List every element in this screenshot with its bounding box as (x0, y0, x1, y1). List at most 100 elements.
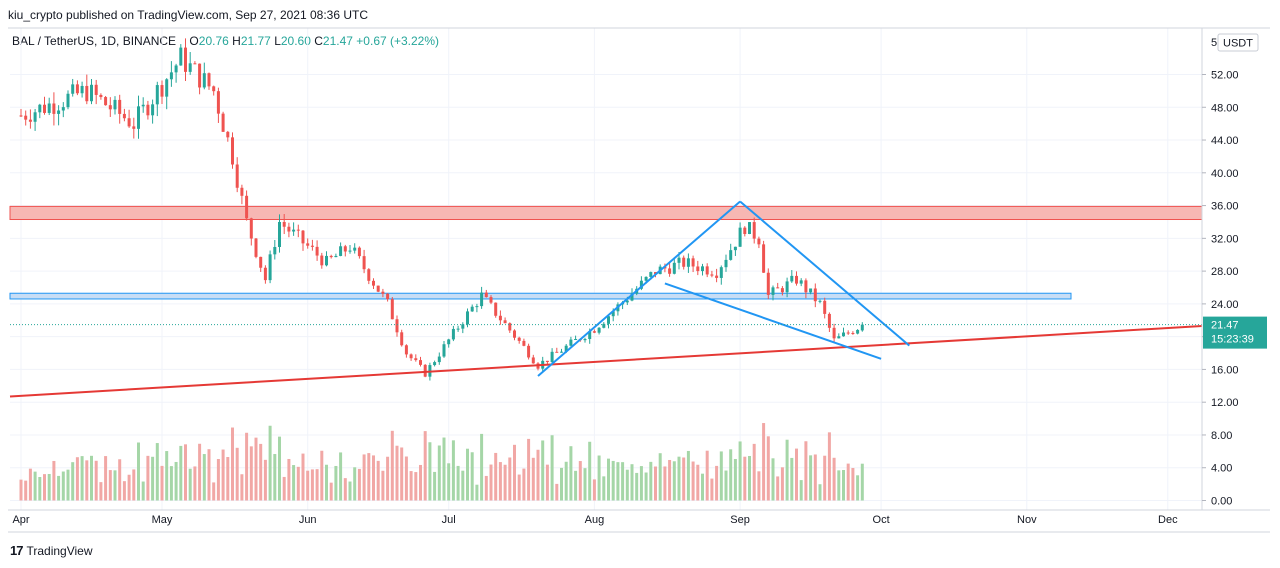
volume-bar (179, 445, 183, 501)
candle-body (719, 267, 723, 278)
candle-body (494, 302, 498, 316)
month-label: Nov (1017, 514, 1037, 526)
volume-bar (578, 461, 582, 501)
month-label: Oct (873, 514, 890, 526)
volume-bar (122, 481, 126, 501)
candle-body (179, 47, 183, 66)
blue-trendline (537, 200, 741, 377)
volume-bar (780, 467, 784, 501)
close-label: C (314, 34, 323, 48)
volume-bar (776, 476, 780, 501)
trend-lines (9, 200, 1203, 398)
candle-body (602, 323, 606, 328)
month-label: Sep (730, 514, 750, 526)
candle-body (263, 267, 267, 281)
volume-bar (395, 445, 399, 501)
candle-body (188, 63, 192, 72)
volume-bar (743, 456, 747, 501)
candle-body (705, 266, 709, 275)
candle-body (743, 227, 747, 234)
candle-body (522, 340, 526, 346)
volume-bar (404, 456, 408, 501)
candle-body (447, 339, 451, 345)
price-tick-label: 40.00 (1211, 168, 1239, 180)
candle-body (296, 229, 300, 231)
low-label: L (274, 34, 281, 48)
candle-body (254, 238, 258, 257)
candle-body (752, 222, 756, 239)
volume-bar (649, 461, 653, 501)
volume-bar (489, 464, 493, 501)
volume-bar (748, 455, 751, 501)
currency-badge[interactable]: USDT (1217, 33, 1259, 52)
symbol-legend: BAL / TetherUS, 1D, BINANCE O20.76 H21.7… (12, 34, 439, 48)
candle-body (259, 256, 263, 268)
volume-bar (470, 452, 474, 501)
volume-bar (466, 448, 469, 501)
candle-body (122, 113, 126, 119)
candle-body (348, 250, 352, 252)
volume-bar (212, 482, 216, 501)
candle-body (860, 324, 864, 331)
volume-bar (531, 457, 535, 501)
candle-body (799, 280, 803, 284)
volume-bar (207, 449, 211, 501)
volume-bar (325, 464, 328, 501)
candle-body (278, 221, 281, 247)
volume-bar (818, 484, 822, 501)
price-tick-label: 48.00 (1211, 102, 1239, 114)
volume-bar (607, 458, 610, 501)
chart-axes (8, 27, 1270, 533)
volume-bar (461, 470, 465, 501)
candle-body (184, 47, 187, 72)
candle-body (71, 84, 75, 94)
volume-bar (71, 462, 75, 501)
volume-bar (813, 454, 817, 501)
volume-bar (762, 423, 766, 501)
candle-body (809, 288, 813, 293)
candle-body (386, 293, 390, 300)
blue-trendline (664, 282, 882, 360)
volume-bar (400, 447, 404, 501)
volume-bar (597, 455, 601, 501)
volume-bar (287, 458, 291, 501)
volume-bar (785, 439, 789, 501)
candle-body (484, 292, 488, 298)
price-tick-label: 28.00 (1211, 266, 1239, 278)
volume-bar (832, 457, 836, 501)
volume-bar (513, 444, 516, 501)
candle-body (466, 311, 469, 325)
volume-bar (437, 445, 441, 501)
volume-bar (33, 471, 37, 501)
candle-body (409, 354, 413, 359)
volume-bar (254, 437, 258, 501)
volume-bar (456, 465, 460, 501)
volume-bar (451, 440, 455, 501)
volume-bar (733, 458, 737, 501)
symbol-name[interactable]: BAL / TetherUS, 1D, BINANCE (12, 34, 177, 48)
volume-bar (522, 468, 526, 501)
red-trendline (9, 325, 1203, 398)
volume-bar (160, 465, 164, 501)
volume-bar (842, 470, 845, 501)
price-tick-label: 44.00 (1211, 135, 1239, 147)
volume-bar (560, 467, 563, 501)
candle-body (47, 103, 51, 113)
footer-brand[interactable]: 17 TradingView (10, 543, 93, 558)
volume-bar (409, 471, 413, 501)
open-label: O (189, 34, 199, 48)
volume-bar (790, 457, 794, 501)
candle-body (301, 230, 305, 244)
candle-body (813, 288, 817, 302)
price-tick-label: 16.00 (1211, 364, 1239, 376)
volume-bar (193, 466, 197, 501)
volume-bar (165, 451, 169, 501)
candle-body (846, 332, 850, 334)
volume-bar (545, 464, 549, 501)
candle-body (329, 255, 333, 258)
candle-body (61, 107, 65, 111)
volume-bar (127, 474, 131, 501)
volume-bar (635, 472, 639, 501)
volume-bar (498, 462, 502, 501)
